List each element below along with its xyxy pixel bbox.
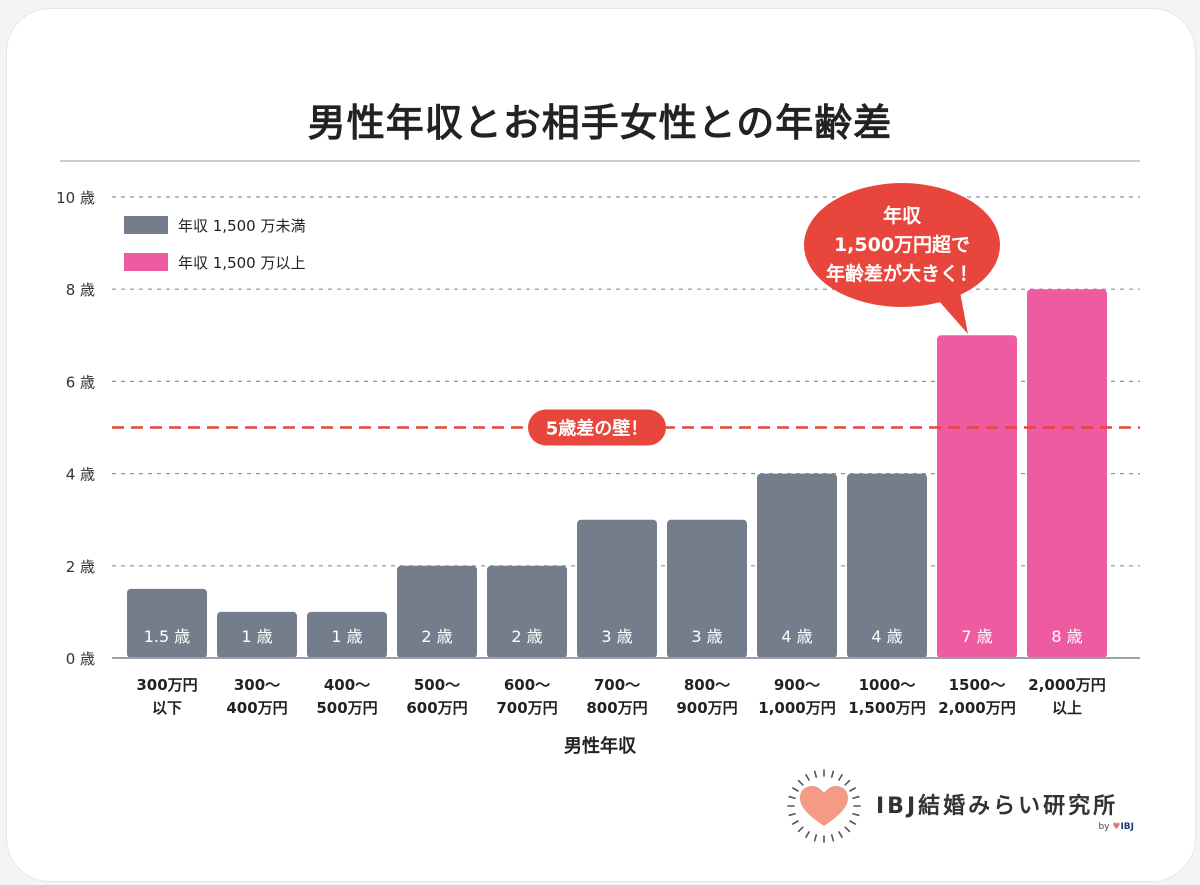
bar-value-label: 4 歳 (871, 627, 902, 646)
x-tick-label: 300万円 (136, 676, 197, 694)
bar-value-label: 3 歳 (601, 627, 632, 646)
x-tick-label: 1000〜 (859, 676, 916, 694)
bar-value-label: 3 歳 (691, 627, 722, 646)
bar-value-label: 4 歳 (781, 627, 812, 646)
x-tick-label: 1,500万円 (848, 699, 925, 717)
x-tick-label: 500万円 (316, 699, 377, 717)
callout-text: 1,500万円超で (834, 233, 970, 256)
bar (577, 519, 657, 658)
logo-by-prefix: by (1098, 822, 1110, 832)
x-tick-label: 400〜 (324, 676, 370, 694)
x-tick-label: 1500〜 (949, 676, 1006, 694)
x-tick-label: 900万円 (676, 699, 737, 717)
bar-value-label: 1 歳 (241, 627, 272, 646)
heart-logo-icon (787, 769, 861, 843)
reference-label: 5歳差の壁！ (546, 418, 649, 440)
x-tick-label: 600万円 (406, 699, 467, 717)
bar-value-label: 8 歳 (1051, 627, 1082, 646)
title-divider (60, 160, 1140, 162)
bar (757, 473, 837, 658)
callout-tail (938, 292, 968, 334)
bar-value-label: 1.5 歳 (144, 627, 191, 646)
x-tick-label: 2,000万円 (938, 699, 1015, 717)
x-tick-label: 以上 (1052, 699, 1082, 717)
chart-title: 男性年収とお相手女性との年齢差 (307, 101, 893, 145)
bar-value-label: 2 歳 (421, 627, 452, 646)
x-tick-label: 800〜 (684, 676, 730, 694)
bar (937, 335, 1017, 658)
bar (667, 519, 747, 658)
legend-label: 年収 1,500 万以上 (178, 254, 305, 272)
bar (1027, 289, 1107, 658)
callout-bubble (804, 183, 1000, 307)
legend-swatch (124, 216, 168, 234)
bar-value-label: 1 歳 (331, 627, 362, 646)
bar-value-label: 2 歳 (511, 627, 542, 646)
x-tick-label: 600〜 (504, 676, 550, 694)
x-axis-label: 男性年収 (564, 735, 637, 757)
legend-label: 年収 1,500 万未満 (178, 217, 305, 235)
x-tick-label: 1,000万円 (758, 699, 835, 717)
x-tick-label: 2,000万円 (1028, 676, 1105, 694)
callout-text: 年齢差が大きく！ (826, 262, 978, 285)
reference-label-pill (528, 409, 666, 446)
logo-name: IBJ結婚みらい研究所 (876, 794, 1119, 819)
x-tick-label: 700万円 (496, 699, 557, 717)
x-tick-label: 以下 (152, 699, 182, 717)
y-tick-label: 8 歳 (66, 281, 95, 299)
x-tick-label: 400万円 (226, 699, 287, 717)
bar (397, 565, 477, 658)
callout-text: 年収 (883, 204, 922, 227)
logo-by-line: by ♥IBJ (1098, 822, 1134, 832)
y-tick-label: 10 歳 (56, 189, 95, 207)
y-tick-label: 2 歳 (66, 558, 95, 576)
legend-swatch (124, 253, 168, 271)
bar (127, 588, 207, 658)
x-tick-label: 700〜 (594, 676, 640, 694)
bar (847, 473, 927, 658)
x-tick-label: 500〜 (414, 676, 460, 694)
x-tick-label: 300〜 (234, 676, 280, 694)
bar (487, 565, 567, 658)
logo-by-brand: IBJ (1120, 822, 1134, 832)
x-tick-label: 900〜 (774, 676, 820, 694)
y-tick-label: 4 歳 (66, 466, 95, 484)
y-tick-label: 6 歳 (66, 373, 95, 391)
y-tick-label: 0 歳 (66, 650, 95, 668)
x-tick-label: 800万円 (586, 699, 647, 717)
brand-logo: IBJ結婚みらい研究所 by ♥IBJ (784, 768, 1144, 848)
bar-value-label: 7 歳 (961, 627, 992, 646)
bar (307, 611, 387, 658)
bar (217, 611, 297, 658)
